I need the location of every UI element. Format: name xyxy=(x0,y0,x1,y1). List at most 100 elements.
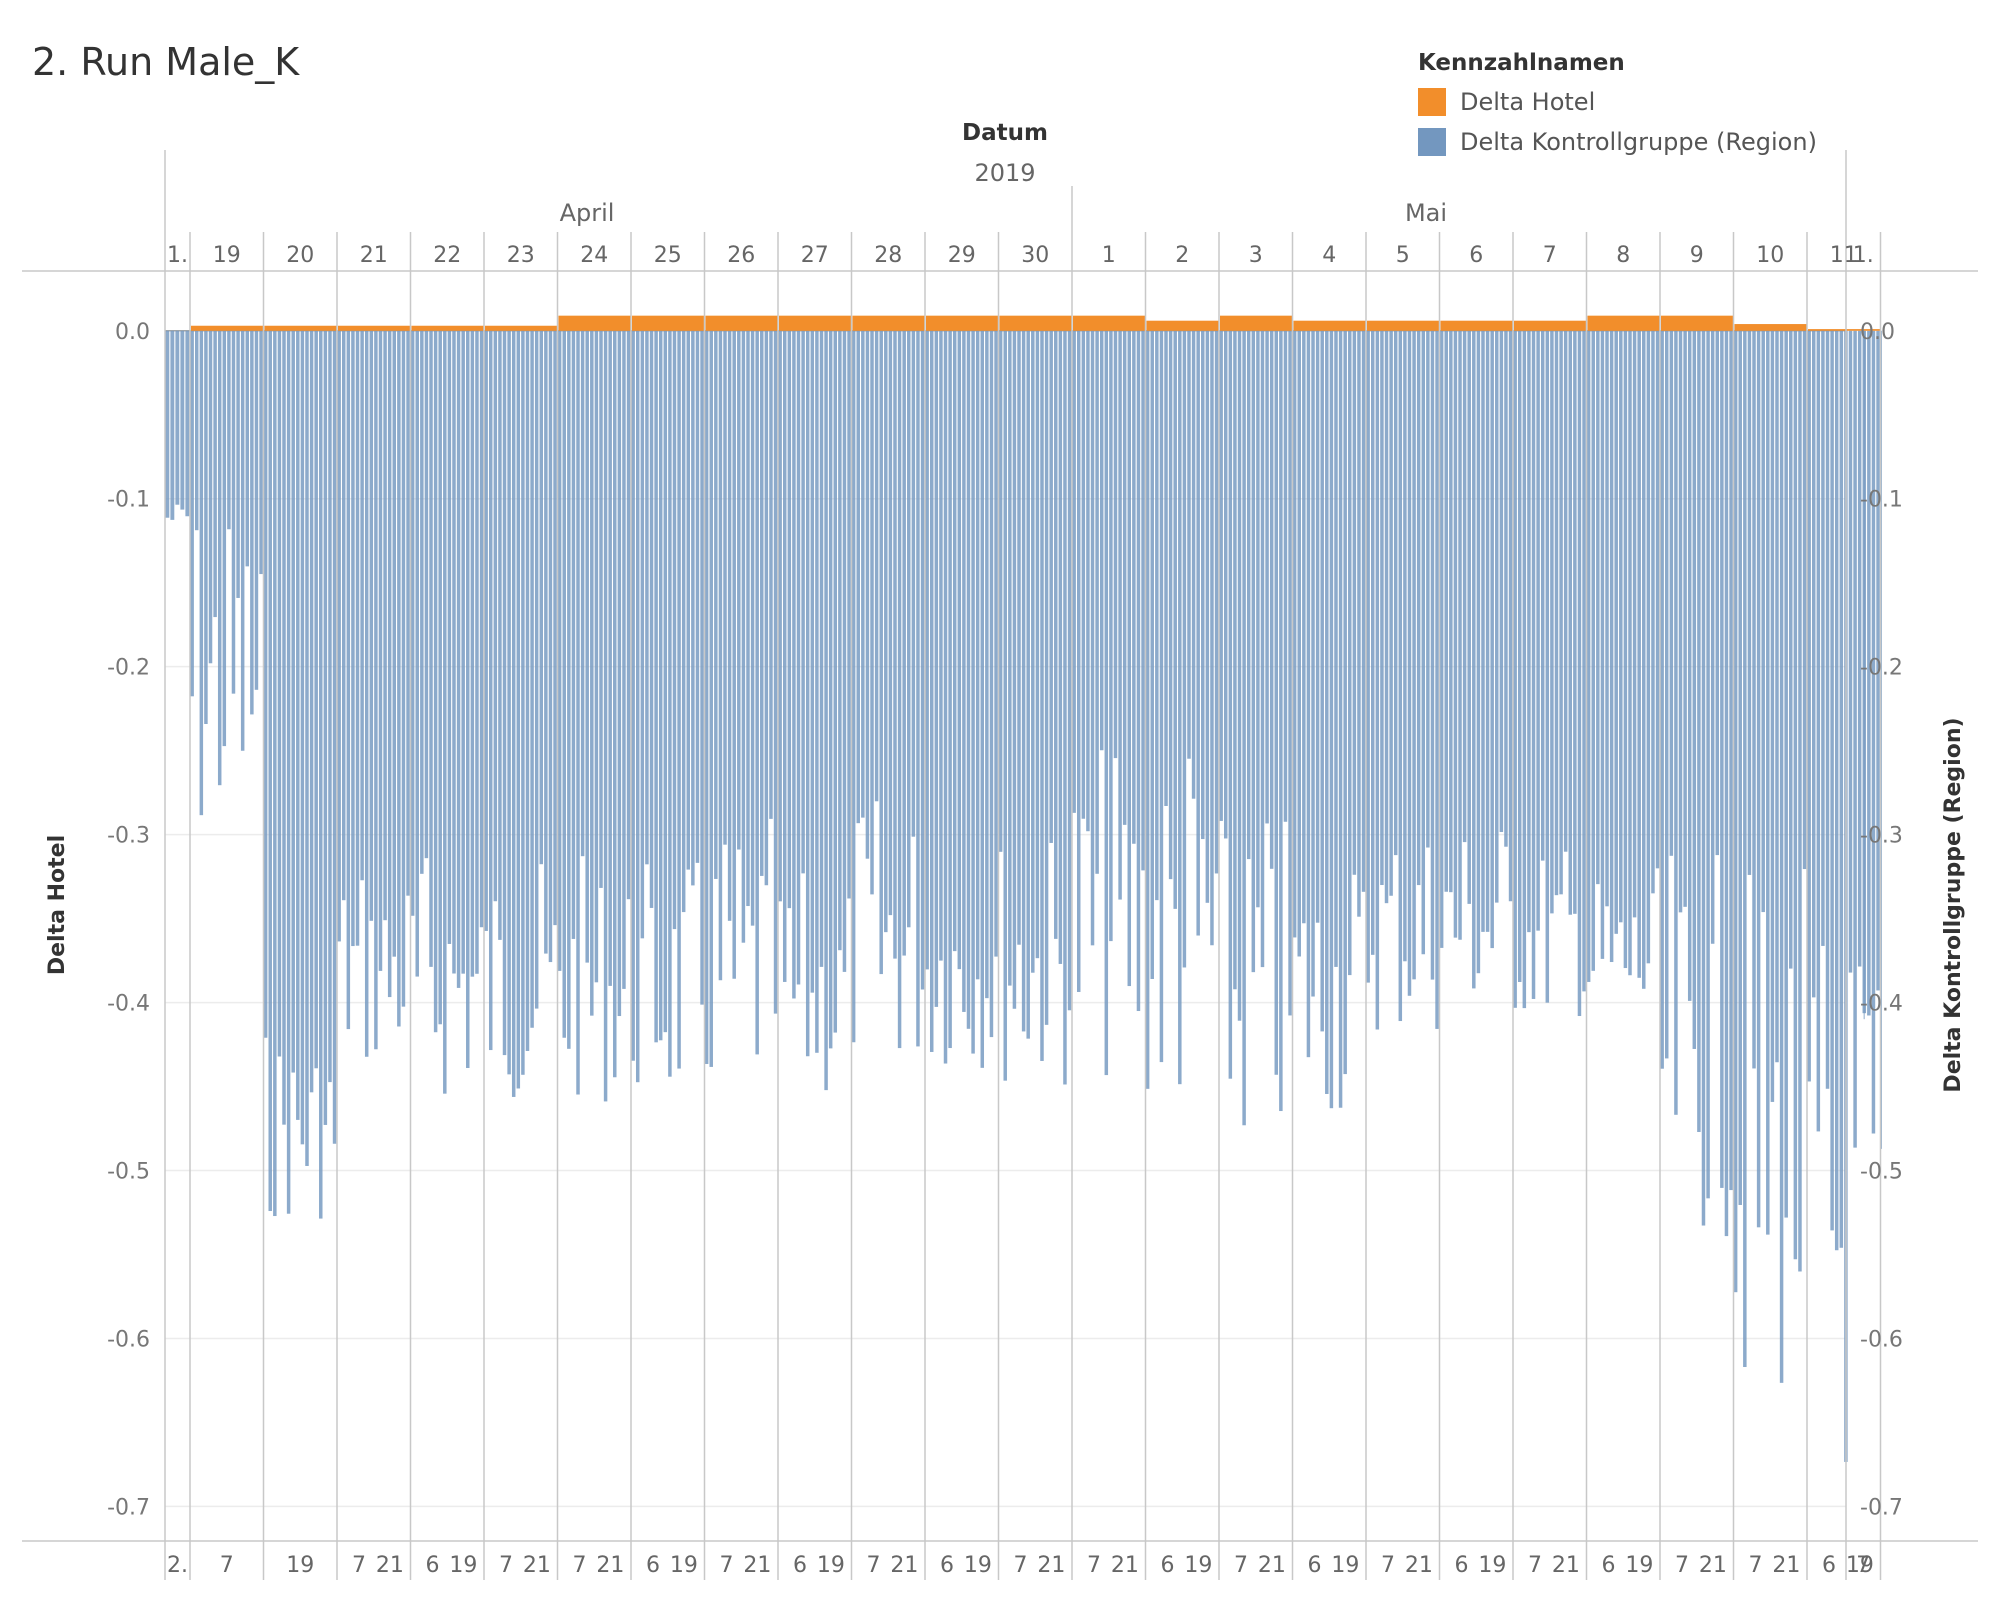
bar-delta-kontrollgruppe xyxy=(1674,330,1678,1115)
bar-delta-kontrollgruppe xyxy=(879,330,883,975)
bar-delta-kontrollgruppe xyxy=(1490,330,1494,949)
bar-delta-kontrollgruppe xyxy=(1701,330,1706,1226)
axis-layer: Datum 2019 April Mai Delta Hotel Delta K… xyxy=(45,120,1966,1578)
bar-delta-kontrollgruppe xyxy=(1692,330,1697,1049)
hour-label: 21 xyxy=(376,1553,404,1578)
bar-delta-kontrollgruppe xyxy=(1256,330,1260,908)
bar-delta-kontrollgruppe xyxy=(406,330,410,896)
hour-label: 21 xyxy=(1405,1553,1433,1578)
bar-delta-kontrollgruppe xyxy=(346,330,351,1030)
bar-delta-kontrollgruppe xyxy=(525,330,530,1051)
bar-delta-kontrollgruppe xyxy=(1348,330,1352,976)
bar-delta-kontrollgruppe xyxy=(654,330,658,1043)
bar-delta-kontrollgruppe xyxy=(1706,330,1710,1199)
bar-delta-kontrollgruppe xyxy=(557,330,562,971)
bar-delta-kontrollgruppe xyxy=(328,330,332,1083)
bar-delta-kontrollgruppe xyxy=(980,330,985,1068)
bar-delta-kontrollgruppe xyxy=(1660,330,1664,1069)
bar-delta-kontrollgruppe xyxy=(1242,330,1246,1126)
bar-delta-kontrollgruppe xyxy=(714,330,718,879)
bar-delta-hotel xyxy=(411,325,484,331)
hour-label: 19 xyxy=(1184,1553,1212,1578)
bars-delta-hotel xyxy=(191,315,1881,331)
legend-item-delta-hotel[interactable]: Delta Hotel xyxy=(1418,82,1817,122)
bar-delta-kontrollgruppe xyxy=(1426,330,1430,848)
bar-delta-kontrollgruppe xyxy=(466,330,470,1068)
bar-delta-kontrollgruppe xyxy=(1733,330,1738,1293)
bar-delta-kontrollgruppe xyxy=(374,330,378,1050)
bar-delta-kontrollgruppe xyxy=(1279,330,1283,1112)
day-label: 5 xyxy=(1396,243,1410,268)
bar-delta-kontrollgruppe xyxy=(263,330,268,1038)
bar-delta-kontrollgruppe xyxy=(461,330,465,974)
bar-delta-kontrollgruppe xyxy=(502,330,507,1056)
bar-delta-kontrollgruppe xyxy=(530,330,534,1028)
bar-delta-kontrollgruppe xyxy=(1370,330,1375,955)
bar-delta-kontrollgruppe xyxy=(805,330,810,1057)
bar-delta-kontrollgruppe xyxy=(268,330,272,1212)
day-label: 1 xyxy=(1102,243,1116,268)
bar-delta-kontrollgruppe xyxy=(273,330,277,1217)
bar-delta-kontrollgruppe xyxy=(1008,330,1012,986)
y-tick-label-left: -0.5 xyxy=(107,1160,150,1185)
bar-delta-kontrollgruppe xyxy=(571,330,576,939)
bar-delta-hotel xyxy=(852,315,925,331)
legend-item-delta-kontrollgruppe[interactable]: Delta Kontrollgruppe (Region) xyxy=(1418,122,1817,162)
bar-delta-kontrollgruppe xyxy=(833,330,838,1033)
bar-delta-kontrollgruppe xyxy=(677,330,681,1069)
bar-delta-kontrollgruppe xyxy=(420,330,424,874)
bar-delta-kontrollgruppe xyxy=(447,330,452,944)
bar-delta-kontrollgruppe xyxy=(1237,330,1242,1021)
bar-delta-kontrollgruppe xyxy=(1375,330,1380,1030)
bar-delta-kontrollgruppe xyxy=(1504,330,1508,847)
bar-delta-kontrollgruppe xyxy=(920,330,925,990)
legend-swatch-delta-kontrollgruppe xyxy=(1418,128,1446,156)
bar-delta-kontrollgruppe xyxy=(1201,330,1205,840)
bar-delta-kontrollgruppe xyxy=(1811,330,1816,998)
bar-delta-kontrollgruppe xyxy=(709,330,713,1067)
bar-delta-kontrollgruppe xyxy=(1825,330,1830,1089)
bar-delta-kontrollgruppe xyxy=(319,330,323,1219)
bar-delta-kontrollgruppe xyxy=(998,330,1003,852)
hour-label: 21 xyxy=(890,1553,918,1578)
bar-delta-kontrollgruppe xyxy=(746,330,750,907)
bar-delta-kontrollgruppe xyxy=(1049,330,1053,843)
day-label: 9 xyxy=(1690,243,1704,268)
bar-delta-kontrollgruppe xyxy=(603,330,608,1102)
bar-delta-kontrollgruppe xyxy=(865,330,870,859)
bar-delta-kontrollgruppe xyxy=(971,330,975,1054)
hour-label: 21 xyxy=(1772,1553,1800,1578)
bar-delta-kontrollgruppe xyxy=(1063,330,1067,1085)
day-label: 22 xyxy=(433,243,461,268)
bar-delta-kontrollgruppe xyxy=(626,330,631,900)
hour-label: 19 xyxy=(286,1553,314,1578)
bar-delta-kontrollgruppe xyxy=(236,330,240,598)
day-label: 10 xyxy=(1756,243,1784,268)
bar-delta-kontrollgruppe xyxy=(870,330,874,895)
bar-delta-kontrollgruppe xyxy=(1596,330,1600,885)
legend: Kennzahlnamen Delta Hotel Delta Kontroll… xyxy=(1418,50,1817,162)
bar-delta-kontrollgruppe xyxy=(856,330,860,824)
bar-delta-kontrollgruppe xyxy=(1122,330,1127,825)
bar-delta-kontrollgruppe xyxy=(1513,330,1517,1008)
day-label: 1. xyxy=(167,243,188,268)
hour-label: 2. xyxy=(167,1553,188,1578)
bar-delta-kontrollgruppe xyxy=(1802,330,1807,870)
y-tick-label-left: 0.0 xyxy=(115,320,150,345)
bar-delta-kontrollgruppe xyxy=(1646,330,1651,964)
bar-delta-kontrollgruppe xyxy=(1251,330,1256,973)
bar-delta-kontrollgruppe xyxy=(1136,330,1141,1012)
bar-delta-hotel xyxy=(1220,315,1293,331)
hour-label: 19 xyxy=(1478,1553,1506,1578)
bar-delta-kontrollgruppe xyxy=(1040,330,1044,1061)
bar-delta-kontrollgruppe xyxy=(1628,330,1632,976)
y-axis-label-right: Delta Kontrollgruppe (Region) xyxy=(1941,717,1966,1092)
bar-delta-kontrollgruppe xyxy=(819,330,824,967)
bar-delta-hotel xyxy=(1661,315,1734,331)
hour-label: 21 xyxy=(1258,1553,1286,1578)
bar-delta-kontrollgruppe xyxy=(383,330,387,921)
bar-delta-kontrollgruppe xyxy=(948,330,952,1049)
bar-delta-kontrollgruppe xyxy=(796,330,801,985)
bar-delta-kontrollgruppe xyxy=(838,330,842,951)
bar-delta-kontrollgruppe xyxy=(1853,330,1857,1148)
